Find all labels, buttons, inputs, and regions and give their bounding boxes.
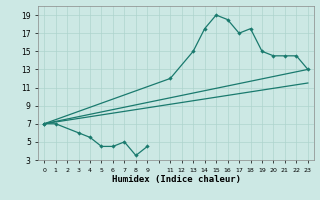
X-axis label: Humidex (Indice chaleur): Humidex (Indice chaleur) xyxy=(111,175,241,184)
